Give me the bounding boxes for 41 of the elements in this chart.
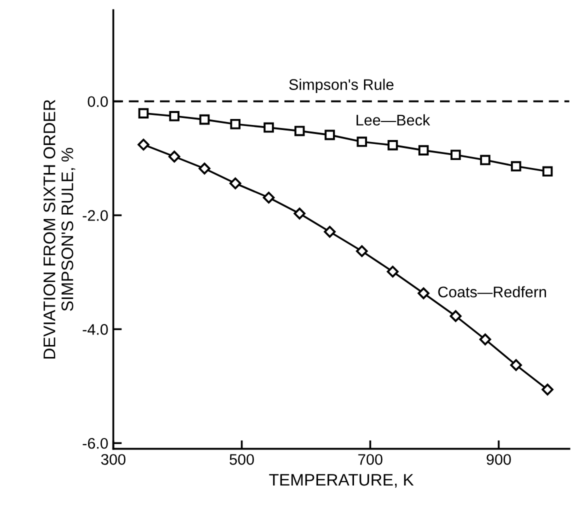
point: [138, 108, 149, 118]
point: [229, 177, 242, 190]
point: [542, 384, 554, 396]
point: [418, 145, 429, 156]
point: [450, 150, 461, 160]
point: [480, 154, 490, 166]
point: [198, 162, 210, 174]
point: [510, 161, 522, 172]
x-axis-title: TEMPERATURE, K: [269, 474, 414, 488]
y-tick-label: -4.0: [82, 324, 108, 335]
point: [356, 136, 368, 147]
ref-line-label: Simpson's Rule: [289, 78, 394, 94]
point: [542, 166, 553, 177]
point: [510, 359, 522, 371]
point: [169, 111, 180, 122]
point: [418, 287, 430, 300]
x-tick-label: 700: [358, 454, 382, 465]
point: [324, 226, 336, 238]
x-tick-label: 500: [230, 454, 254, 465]
point: [324, 130, 335, 140]
point: [199, 114, 210, 125]
y-tick-label: -2.0: [82, 210, 108, 221]
point: [388, 140, 398, 150]
y-axis-title: DEVIATION FROM SIXTH ORDER SIMPSON'S RULE, %: [44, 100, 76, 359]
point: [294, 208, 306, 220]
point: [138, 138, 150, 151]
point: [294, 126, 305, 136]
point: [168, 150, 180, 162]
series-label: Coats—Redfern: [438, 286, 546, 298]
point: [230, 118, 240, 130]
point: [264, 122, 274, 133]
point: [262, 192, 275, 204]
series-label: Lee—Beck: [356, 114, 430, 126]
point: [479, 334, 492, 346]
x-tick-label: 900: [486, 454, 511, 465]
y-tick-label: 0.0: [88, 96, 108, 108]
point: [386, 266, 399, 278]
x-tick-label: 300: [101, 454, 126, 465]
point: [450, 310, 462, 322]
point: [356, 245, 368, 258]
y-tick-label: -6.0: [82, 438, 108, 449]
